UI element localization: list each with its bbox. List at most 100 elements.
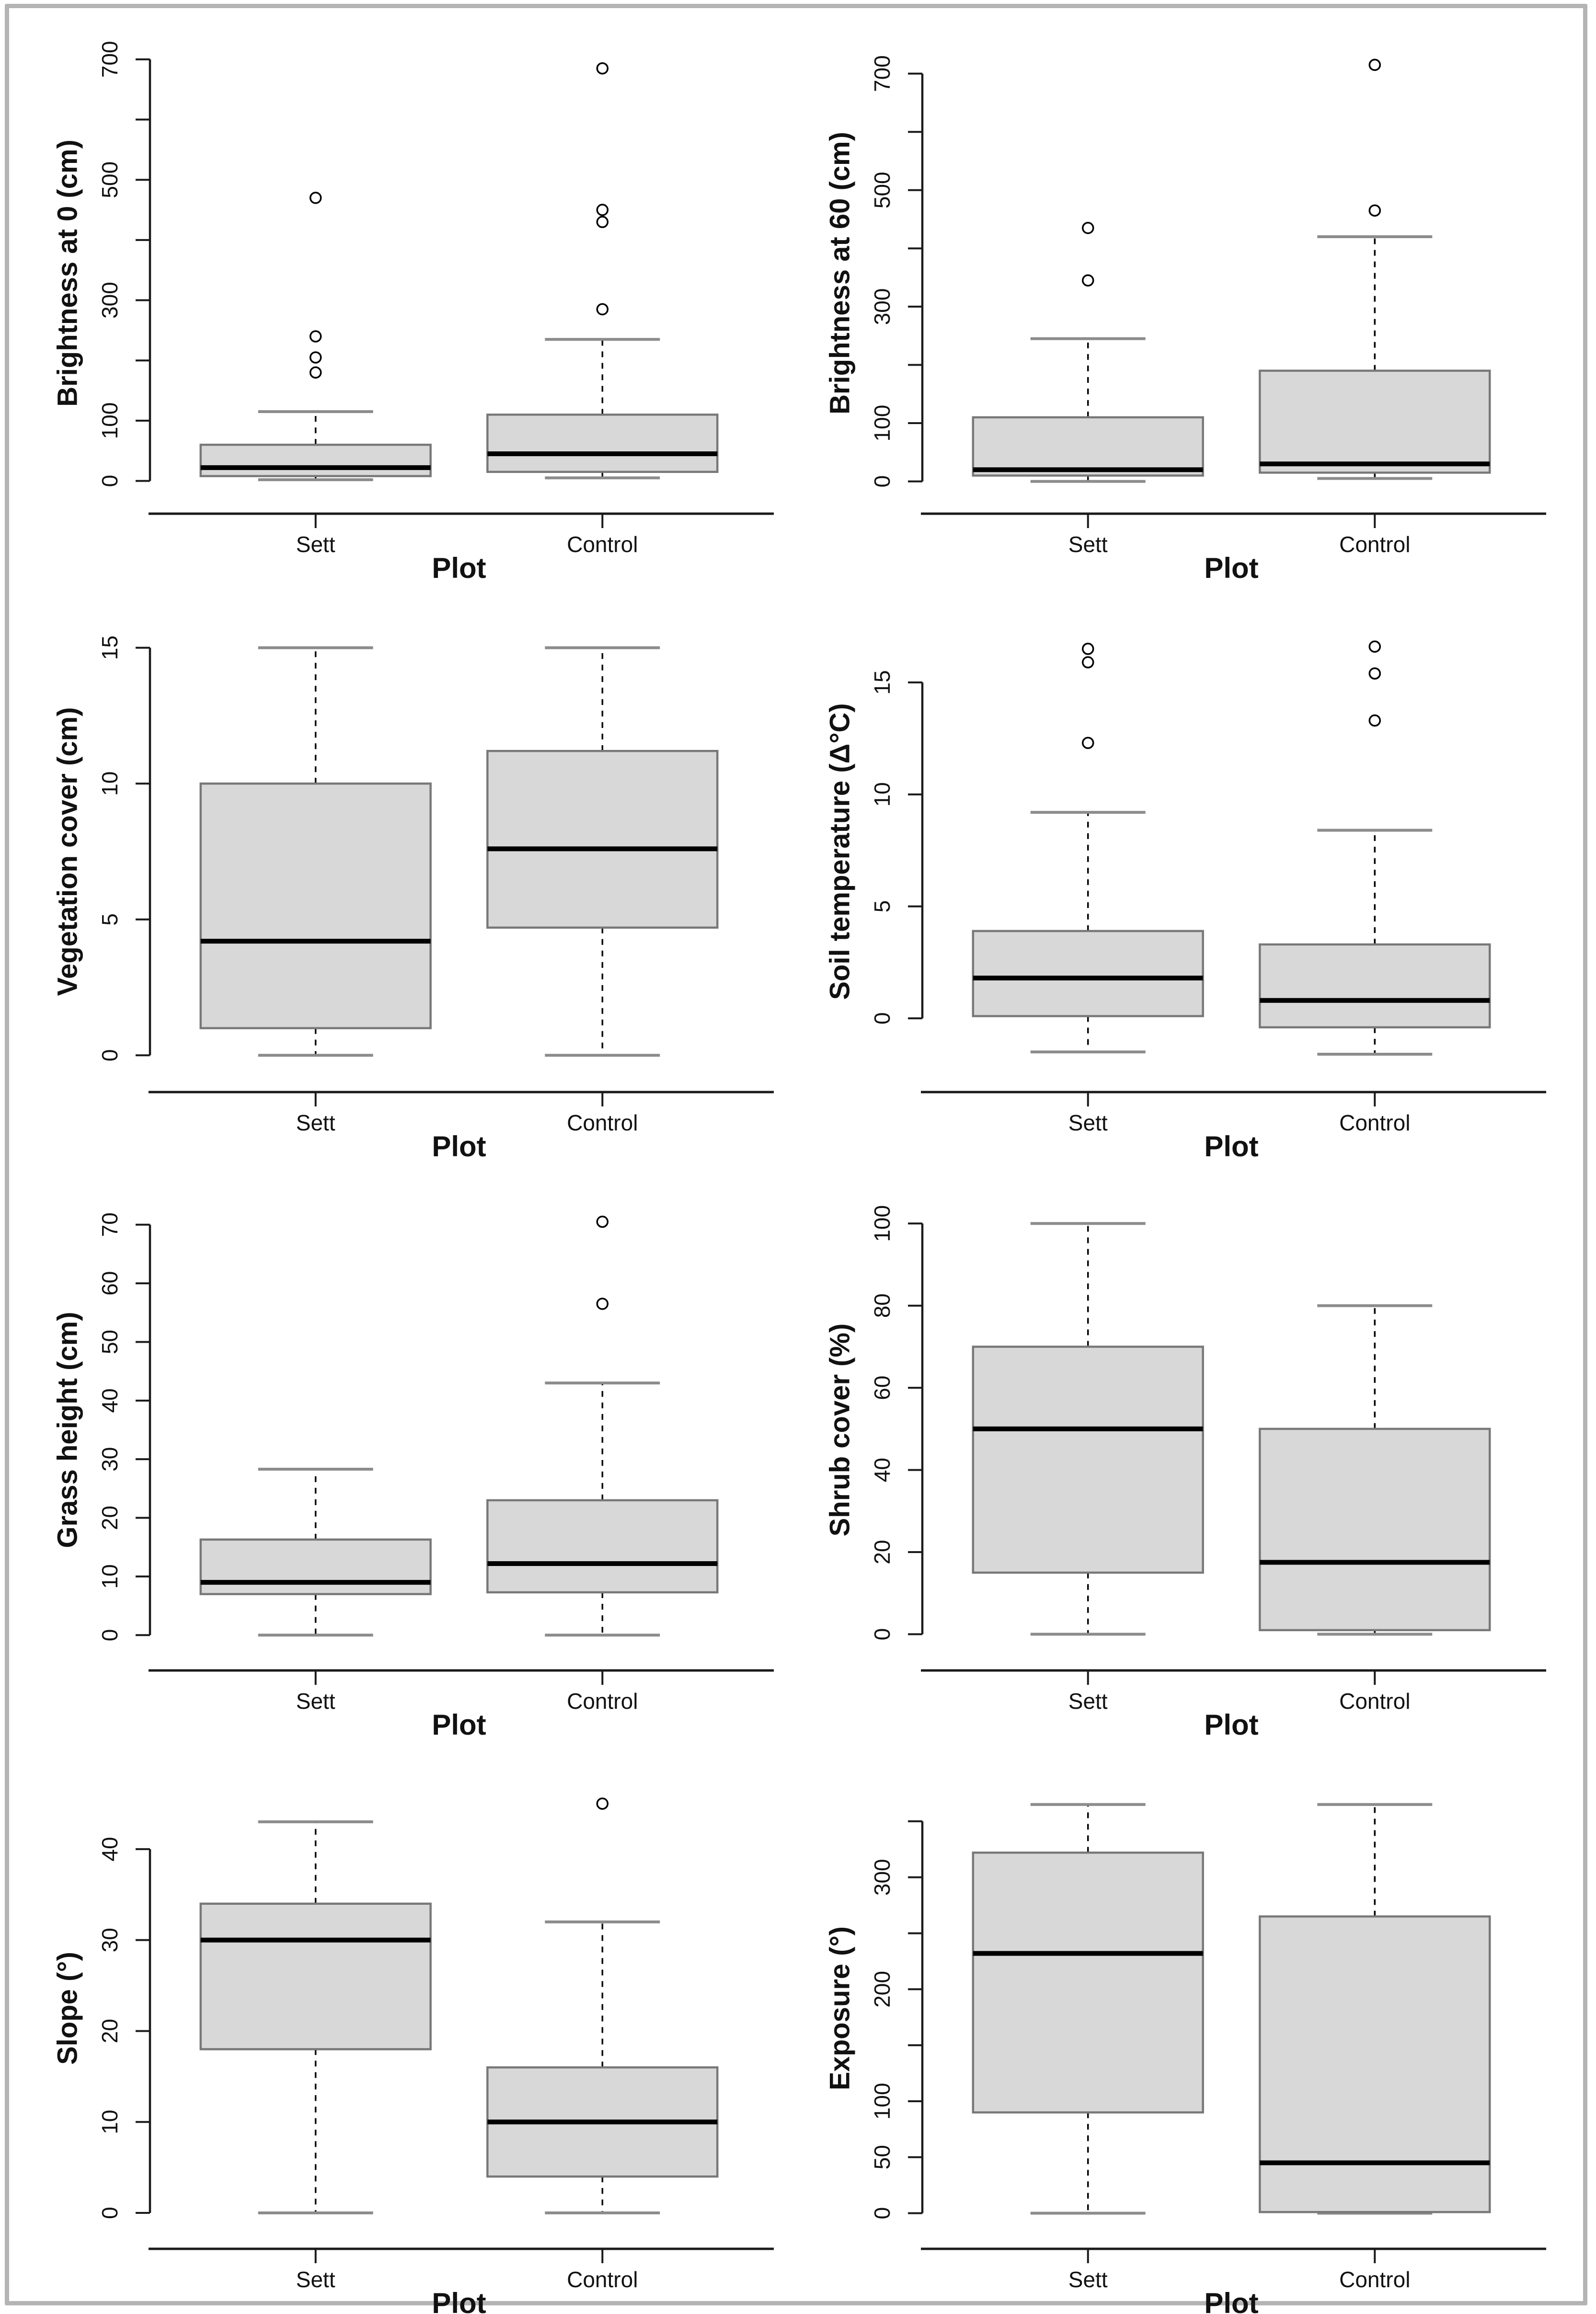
category-label: Sett [1068,1689,1108,1714]
outlier-point [1368,640,1381,653]
iqr-box [972,1851,1204,2114]
panel-exposure: 0 50 100 200 300 Exposure (°) Sett Control Plot [813,1750,1580,2314]
y-tick-label: 0 [870,1012,895,1025]
y-tick-label: 0 [97,1629,122,1641]
outlier-point [596,204,609,216]
y-axis-label: Brightness at 60 (cm) [824,132,855,414]
outlier-point [596,303,609,316]
y-tick-label: 50 [870,2145,895,2169]
iqr-box [972,1346,1204,1574]
panel-grass-height: 0 10 20 30 40 50 60 70 Grass height (cm) Sett Cont… [41,1171,807,1741]
outlier-point [596,1797,609,1810]
x-axis-label: Plot [432,1130,486,1161]
x-axis-label: Plot [1204,1130,1258,1161]
x-axis-label: Plot [1204,1709,1258,1739]
category-label: Control [1339,1110,1410,1135]
category-label: Control [567,1689,638,1714]
iqr-box [972,416,1204,477]
outlier-point [1368,58,1381,71]
category-label: Control [1339,2267,1410,2292]
iqr-box [199,1902,432,2050]
y-tick-label: 20 [97,1506,122,1530]
y-tick-label: 20 [870,1540,895,1564]
y-tick-label: 15 [97,635,122,660]
y-axis-label: Brightness at 0 (cm) [52,139,83,407]
outlier-point [596,1215,609,1228]
outlier-point [1081,643,1094,655]
y-tick-label: 700 [870,55,895,92]
outlier-point [309,192,322,204]
outlier-point [596,216,609,228]
panel-brightness-at-0: 0 100 300 500 700 Brightness at 0 (cm) Sett Con… [41,14,807,584]
x-axis-label: Plot [1204,2287,1258,2314]
y-tick-label: 40 [97,1837,122,1861]
boxplot-vegetation-cover: 0 5 10 15 Vegetation cover (cm) Sett Control Pl… [52,635,774,1163]
y-tick-label: 100 [870,1205,895,1242]
y-tick-label: 40 [870,1458,895,1482]
iqr-box [486,1499,719,1594]
boxplot-brightness-at-0: 0 100 300 500 700 Brightness at 0 (cm) Sett Con… [52,41,774,584]
category-label: Control [1339,1689,1410,1714]
y-tick-label: 60 [870,1376,895,1400]
y-axis-label: Soil temperature (Δ°C) [824,703,855,1000]
y-tick-label: 10 [870,782,895,806]
y-tick-label: 300 [870,288,895,325]
category-label: Sett [296,1110,335,1135]
y-tick-label: 500 [97,161,122,198]
outlier-point [309,330,322,343]
boxplot-slope: 0 10 20 30 40 Slope (°) Sett Control Plot [52,1797,774,2314]
y-tick-label: 60 [97,1271,122,1295]
category-label: Sett [1068,2267,1108,2292]
outlier-point [1368,667,1381,680]
y-tick-label: 20 [97,2019,122,2043]
outlier-point [309,366,322,379]
y-tick-label: 200 [870,1971,895,2008]
iqr-box [1259,1428,1491,1632]
iqr-box [1259,369,1491,474]
panel-soil-temperature: 0 5 10 15 Soil temperature (Δ°C) Sett Control P… [813,593,1580,1163]
panel-vegetation-cover: 0 5 10 15 Vegetation cover (cm) Sett Control Pl… [41,593,807,1163]
category-label: Control [567,532,638,557]
y-axis-label: Exposure (°) [824,1926,855,2090]
x-axis-label: Plot [1204,552,1258,582]
category-label: Sett [296,2267,335,2292]
panel-shrub-cover: 0 20 40 60 80 100 Shrub cover (%) Sett Control Pl… [813,1171,1580,1741]
outlier-point [1368,714,1381,727]
y-tick-label: 0 [97,475,122,487]
y-tick-label: 50 [97,1330,122,1354]
category-label: Control [567,2267,638,2292]
y-axis-label: Slope (°) [52,1952,83,2065]
category-label: Control [1339,532,1410,557]
y-tick-label: 0 [870,2207,895,2220]
y-tick-label: 30 [97,1447,122,1472]
y-tick-label: 700 [97,41,122,78]
boxplot-brightness-at-60: 0 100 300 500 700 Brightness at 60 (cm) Sett Co… [824,55,1546,584]
outlier-point [309,351,322,364]
y-tick-label: 100 [870,405,895,442]
outlier-point [1081,274,1094,287]
y-tick-label: 5 [870,900,895,913]
y-tick-label: 0 [870,475,895,488]
y-tick-label: 0 [97,2207,122,2219]
outlier-point [1081,222,1094,234]
category-label: Control [567,1110,638,1135]
boxplot-soil-temperature: 0 5 10 15 Soil temperature (Δ°C) Sett Control P… [824,640,1546,1163]
y-tick-label: 100 [97,403,122,439]
boxplot-exposure: 0 50 100 200 300 Exposure (°) Sett Control Plot [824,1803,1546,2314]
y-tick-label: 10 [97,1564,122,1589]
boxplot-grass-height: 0 10 20 30 40 50 60 70 Grass height (cm) Sett Cont… [52,1212,774,1741]
y-tick-label: 15 [870,670,895,695]
outlier-point [596,1298,609,1310]
y-tick-label: 10 [97,771,122,796]
y-tick-label: 0 [870,1628,895,1641]
category-label: Sett [1068,532,1108,557]
boxplot-shrub-cover: 0 20 40 60 80 100 Shrub cover (%) Sett Control Pl… [824,1205,1546,1741]
x-axis-label: Plot [432,1709,486,1739]
iqr-box [199,782,432,1029]
panel-brightness-at-60: 0 100 300 500 700 Brightness at 60 (cm) Sett Co… [813,14,1580,584]
iqr-box [486,414,719,473]
y-tick-label: 0 [97,1049,122,1062]
y-tick-label: 10 [97,2110,122,2134]
outlier-point [1081,737,1094,749]
